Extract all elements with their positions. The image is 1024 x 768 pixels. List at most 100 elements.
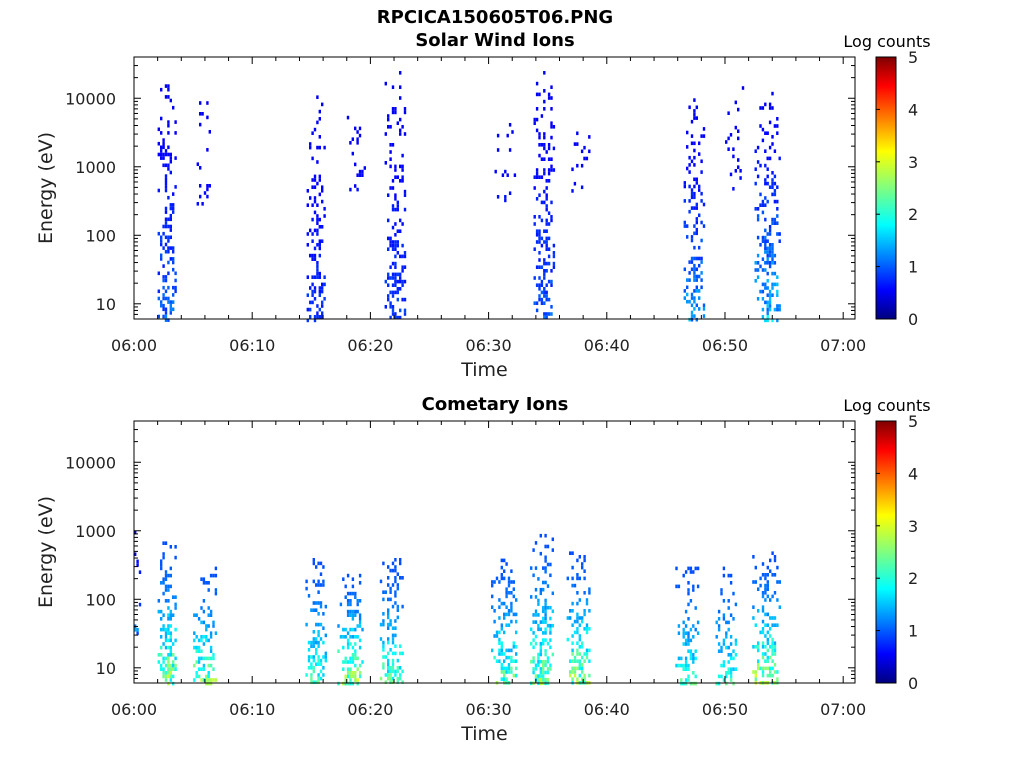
data-cell <box>207 588 210 592</box>
data-cell <box>205 674 208 679</box>
data-cell <box>547 254 551 259</box>
data-cell <box>773 199 777 204</box>
data-cell <box>510 659 513 663</box>
data-cell <box>542 587 545 592</box>
data-cell <box>389 157 392 161</box>
data-cell <box>207 671 210 675</box>
data-cell <box>756 145 760 150</box>
data-cell <box>309 300 312 305</box>
data-cell <box>401 222 404 226</box>
data-cell <box>164 296 168 301</box>
data-cell <box>195 674 198 679</box>
data-cell <box>164 663 168 668</box>
data-cell <box>394 247 397 251</box>
cometary-ions-panel: 06:00 06:10 06:20 06:30 06:40 06:50 07:0010100… <box>35 396 931 745</box>
data-cell <box>500 565 503 570</box>
data-cell <box>702 303 706 308</box>
data-cell <box>773 648 777 653</box>
data-cell <box>766 315 769 319</box>
data-cell <box>759 163 762 168</box>
data-cell <box>576 131 579 136</box>
data-cell <box>542 638 545 642</box>
colorbar-tick-label: 1 <box>908 622 918 641</box>
data-cell <box>687 663 690 668</box>
data-cell <box>394 240 397 244</box>
data-cell <box>547 157 551 161</box>
data-cell <box>510 580 513 584</box>
data-cell <box>771 178 774 182</box>
data-cell <box>396 243 399 248</box>
data-cell <box>172 285 175 290</box>
data-cell <box>318 307 321 312</box>
data-cell <box>319 583 323 587</box>
data-cell <box>537 677 540 682</box>
data-cell <box>399 558 402 562</box>
x-tick-label: 06:20 <box>347 336 393 355</box>
data-cell <box>693 116 696 120</box>
data-cell <box>542 659 545 664</box>
y-tick-label: 100 <box>85 590 116 609</box>
data-cell <box>769 673 772 678</box>
data-cell <box>344 595 347 599</box>
data-cell <box>766 594 769 599</box>
data-cell <box>515 673 518 678</box>
data-cell <box>538 258 541 262</box>
data-cell <box>690 256 694 261</box>
data-cell <box>695 220 698 225</box>
data-cell <box>382 644 385 648</box>
data-cell <box>337 649 340 653</box>
data-cell <box>318 225 321 229</box>
data-cell <box>543 71 546 75</box>
data-cell <box>732 656 735 661</box>
data-cell <box>766 131 769 135</box>
data-cell <box>534 634 538 639</box>
data-cell <box>576 659 579 663</box>
data-cell <box>732 649 735 653</box>
data-cell <box>349 667 352 671</box>
data-cell <box>533 222 536 226</box>
data-cell <box>727 653 730 657</box>
data-cell <box>768 246 772 251</box>
data-cell <box>729 581 733 585</box>
data-cell <box>693 163 696 167</box>
data-cell <box>401 153 404 158</box>
data-cell <box>683 296 686 300</box>
data-cell <box>358 638 362 643</box>
data-cell <box>394 243 397 248</box>
data-cell <box>324 655 327 659</box>
data-cell <box>766 257 769 261</box>
data-cell <box>169 645 172 650</box>
data-cell <box>588 609 591 613</box>
data-cell <box>172 105 175 110</box>
data-cell <box>313 289 317 294</box>
data-cell <box>715 681 718 686</box>
data-cell <box>342 681 345 686</box>
data-cell <box>384 305 387 309</box>
data-cell <box>571 659 574 663</box>
data-cell <box>761 235 765 240</box>
data-cell <box>174 271 177 276</box>
data-cell <box>764 587 767 591</box>
data-cell <box>358 133 362 138</box>
data-cell <box>349 635 352 639</box>
data-cell <box>399 164 402 169</box>
data-cell <box>169 206 172 211</box>
data-cell <box>778 580 781 584</box>
data-cell <box>692 660 695 664</box>
data-cell <box>389 597 392 602</box>
data-cell <box>162 156 165 160</box>
data-cell <box>576 648 579 653</box>
data-cell <box>756 253 760 258</box>
data-cell <box>212 653 215 657</box>
data-cell <box>752 645 755 649</box>
data-cell <box>394 168 397 172</box>
data-cell <box>134 628 137 632</box>
data-cell <box>174 289 177 294</box>
data-cell <box>535 197 539 201</box>
data-cell <box>700 260 703 264</box>
data-cell <box>356 609 359 614</box>
data-cell <box>356 130 359 134</box>
data-cell <box>588 659 591 663</box>
data-cell <box>174 667 177 671</box>
data-cell <box>317 644 320 648</box>
